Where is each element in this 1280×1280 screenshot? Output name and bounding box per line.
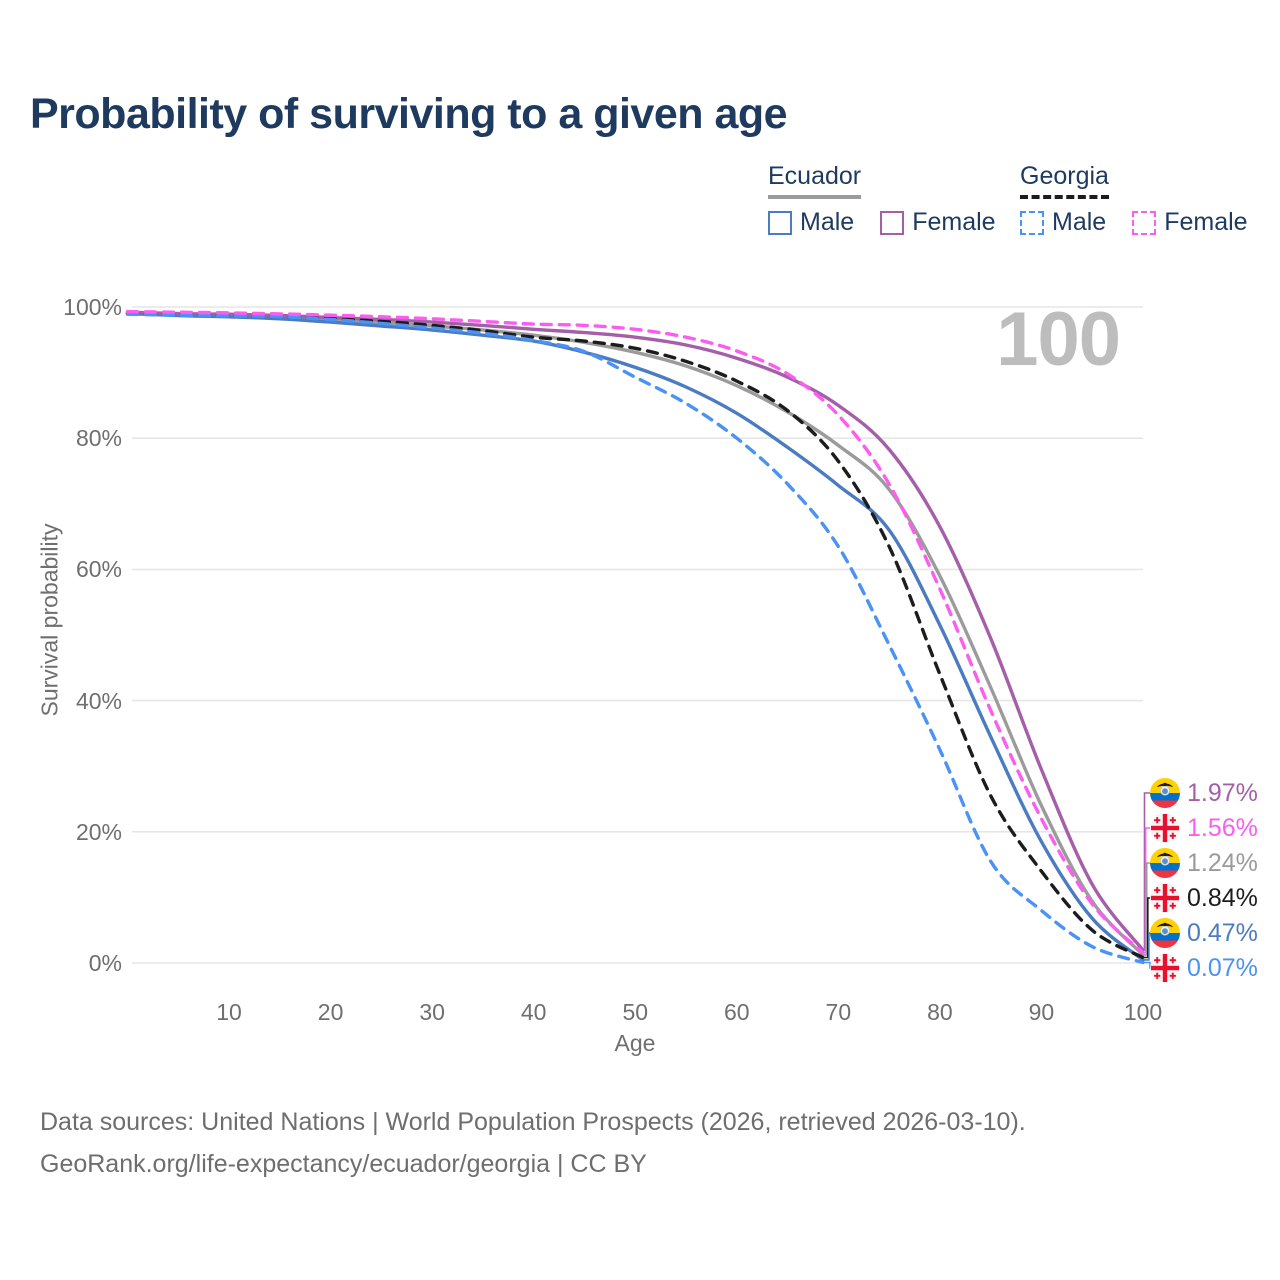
legend-swatch-georgia-female bbox=[1132, 210, 1157, 235]
x-axis-title: Age bbox=[614, 1030, 656, 1056]
end-label-ec-male: 0.47% bbox=[1150, 918, 1258, 948]
legend-item-georgia-female[interactable]: Female bbox=[1132, 208, 1248, 237]
y-tick-0: 0% bbox=[88, 950, 122, 976]
end-label-ge-male: 0.07% bbox=[1150, 953, 1258, 983]
legend-items-georgia: Male Female bbox=[1020, 208, 1248, 237]
y-tick-40: 40% bbox=[75, 687, 122, 714]
legend-title-ecuador[interactable]: Ecuador bbox=[768, 162, 862, 199]
legend-label: Female bbox=[912, 208, 996, 236]
data-sources-note: Data sources: United Nations | World Pop… bbox=[40, 1108, 1026, 1136]
y-tick-80: 80% bbox=[75, 425, 122, 452]
legend-label: Female bbox=[1164, 208, 1248, 236]
y-axis-title: Survival probability bbox=[36, 523, 63, 717]
georgia-flag bbox=[1150, 953, 1180, 983]
legend-label: Male bbox=[800, 208, 855, 236]
curve-ge-female bbox=[125, 309, 1145, 955]
y-tick-100: 100% bbox=[63, 294, 122, 320]
x-tick-100: 100 bbox=[1123, 999, 1163, 1025]
x-tick-50: 50 bbox=[622, 999, 649, 1025]
end-label-ec-female: 1.97% bbox=[1150, 778, 1258, 808]
end-value: 0.47% bbox=[1187, 918, 1258, 947]
ecuador-flag bbox=[1150, 918, 1180, 948]
end-label-ge-female: 1.56% bbox=[1150, 813, 1258, 843]
legend-title-georgia[interactable]: Georgia bbox=[1020, 162, 1109, 199]
y-tick-20: 20% bbox=[75, 818, 122, 845]
legend-items-ecuador: Male Female bbox=[768, 208, 996, 237]
end-connector-ec-both bbox=[1143, 862, 1151, 956]
legend-swatch-ecuador-female bbox=[880, 210, 905, 235]
end-value: 0.07% bbox=[1187, 953, 1258, 982]
legend-swatch-ecuador-male bbox=[768, 210, 792, 235]
legend-item-georgia-male[interactable]: Male bbox=[1020, 208, 1106, 237]
x-tick-10: 10 bbox=[216, 999, 242, 1025]
end-label-ec-both: 1.24% bbox=[1150, 848, 1258, 878]
ecuador-flag bbox=[1150, 848, 1180, 878]
end-value: 1.24% bbox=[1187, 848, 1258, 877]
end-connector-ec-female bbox=[1143, 792, 1151, 951]
legend-label: Male bbox=[1052, 208, 1107, 236]
x-tick-70: 70 bbox=[825, 999, 852, 1025]
legend-group-ecuador: Ecuador Male Female bbox=[768, 162, 996, 237]
end-connector-ge-both bbox=[1143, 897, 1151, 959]
x-tick-80: 80 bbox=[927, 999, 953, 1025]
curve-ec-male bbox=[125, 311, 1145, 962]
x-tick-30: 30 bbox=[419, 999, 445, 1025]
legend-item-ecuador-male[interactable]: Male bbox=[768, 208, 854, 237]
legend-item-ecuador-female[interactable]: Female bbox=[880, 208, 996, 237]
curve-ge-male bbox=[125, 312, 1145, 965]
end-connector-ec-male bbox=[1143, 932, 1151, 961]
x-tick-40: 40 bbox=[520, 999, 547, 1025]
legend-swatch-georgia-male bbox=[1020, 210, 1044, 235]
x-tick-60: 60 bbox=[724, 999, 750, 1025]
georgia-flag bbox=[1150, 883, 1180, 913]
y-tick-60: 60% bbox=[75, 556, 122, 583]
ecuador-flag bbox=[1150, 778, 1180, 808]
x-tick-90: 90 bbox=[1028, 999, 1055, 1025]
attribution-note: GeoRank.org/life-expectancy/ecuador/geor… bbox=[40, 1150, 647, 1178]
x-tick-20: 20 bbox=[317, 999, 344, 1025]
end-value: 0.84% bbox=[1187, 883, 1258, 912]
georgia-flag bbox=[1150, 813, 1180, 843]
curve-ec-female bbox=[125, 310, 1145, 952]
page-title: Probability of surviving to a given age bbox=[30, 90, 788, 138]
end-value: 1.97% bbox=[1187, 778, 1258, 807]
legend-group-georgia: Georgia Male Female bbox=[1020, 162, 1248, 237]
end-label-ge-both: 0.84% bbox=[1150, 883, 1258, 913]
end-connector-ge-female bbox=[1143, 827, 1151, 954]
age-watermark: 100 bbox=[996, 297, 1121, 382]
end-value: 1.56% bbox=[1187, 813, 1258, 842]
